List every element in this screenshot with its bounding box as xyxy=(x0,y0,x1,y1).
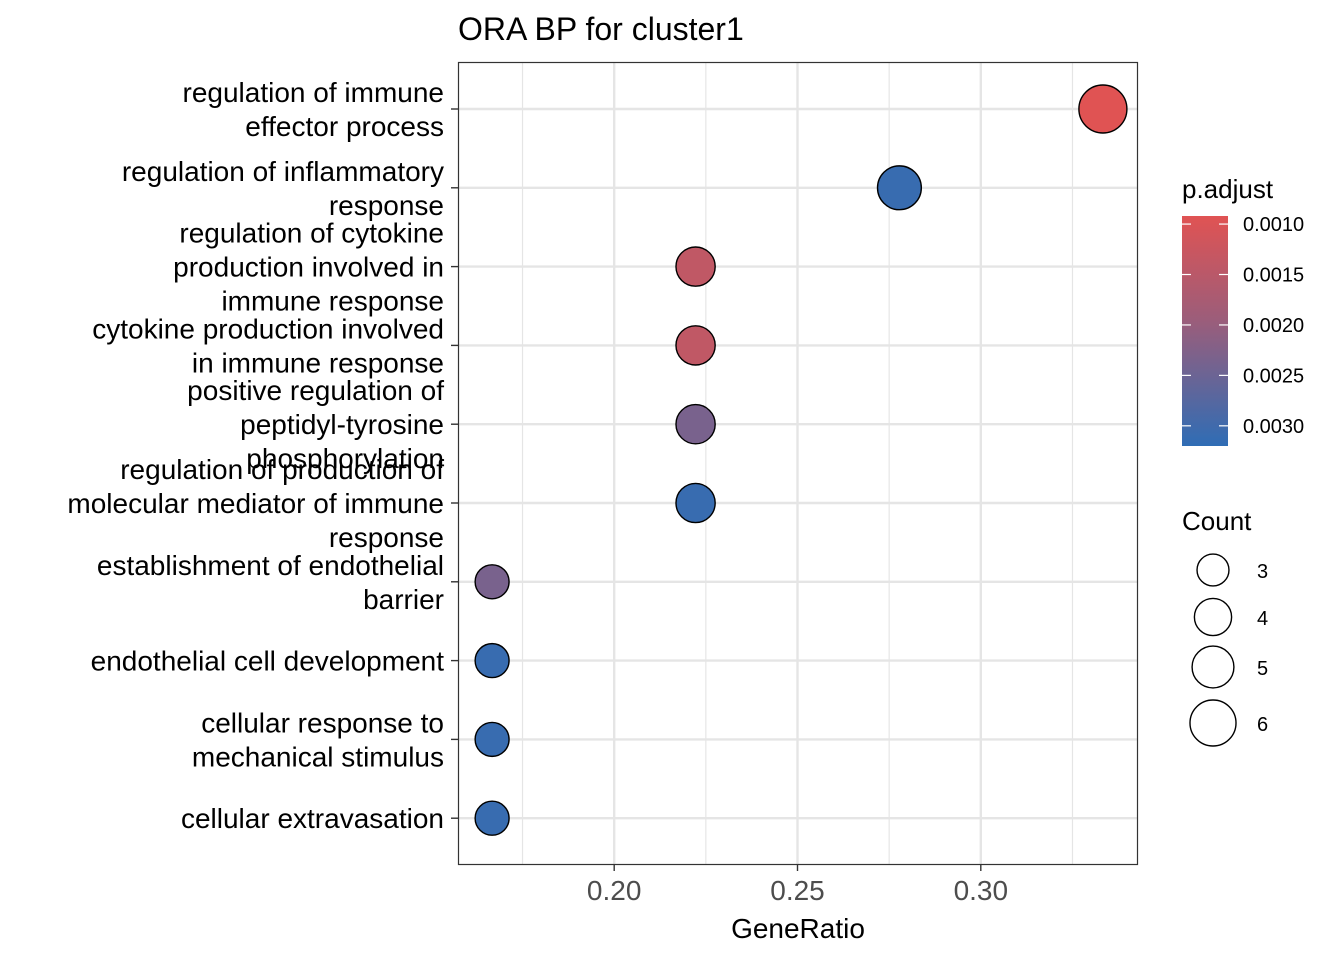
p-adjust-colorbar xyxy=(1182,216,1228,446)
y-tick-label: endothelial cell development xyxy=(91,646,445,677)
y-tick-label: establishment of endothelial barrier xyxy=(97,550,444,615)
count-legend-circle xyxy=(1196,553,1230,587)
count-legend-label: 3 xyxy=(1257,561,1268,583)
y-axis: regulation of immune effector process regu… xyxy=(67,77,458,834)
data-point xyxy=(474,800,510,836)
plot-panel-border xyxy=(457,61,1139,866)
count-legend-circle xyxy=(1193,597,1233,637)
data-point xyxy=(876,165,923,211)
chart-title: ORA BP for cluster1 xyxy=(458,11,744,47)
y-tick-label: regulation of cytokine production involve… xyxy=(173,218,444,317)
data-point xyxy=(1078,84,1128,134)
count-legend-circle xyxy=(1191,645,1235,689)
x-tick-label: 0.20 xyxy=(587,875,642,906)
data-point xyxy=(474,721,510,758)
p-adjust-colorbar-ticks: 0.0010 0.0015 0.0020 0.0025 0.0030 xyxy=(1182,214,1304,438)
count-legend-label: 4 xyxy=(1257,608,1268,630)
x-axis-label: GeneRatio xyxy=(731,913,865,944)
colorbar-tick-label: 0.0010 xyxy=(1243,214,1304,236)
x-tick-label: 0.25 xyxy=(770,875,825,906)
y-tick-label: positive regulation of peptidyl-tyrosine p… xyxy=(187,375,444,474)
y-tick-label: regulation of inflammatory response xyxy=(122,156,444,221)
data-point xyxy=(675,482,716,524)
data-point xyxy=(474,642,510,679)
colorbar-tick-label: 0.0025 xyxy=(1243,365,1304,387)
colorbar-tick-label: 0.0015 xyxy=(1243,265,1304,287)
count-legend: Count 3 4 5 6 xyxy=(1182,506,1268,747)
count-legend-title: Count xyxy=(1182,506,1252,536)
count-legend-items: 3 4 5 6 xyxy=(1189,553,1268,747)
data-point xyxy=(675,246,716,287)
y-tick-label: regulation of immune effector process xyxy=(183,77,444,142)
colorbar-tick-label: 0.0030 xyxy=(1243,416,1304,438)
y-tick-label: cellular response to mechanical stimulus xyxy=(192,707,444,772)
y-tick-label: cellular extravasation xyxy=(181,803,444,834)
colorbar-tick-label: 0.0020 xyxy=(1243,315,1304,337)
x-axis: 0.20 0.25 0.30 xyxy=(587,864,1008,906)
y-tick-label: cytokine production involved in immune re… xyxy=(92,313,444,378)
count-legend-label: 5 xyxy=(1257,658,1268,680)
data-point xyxy=(474,564,510,600)
grid-lines xyxy=(458,62,1137,864)
count-legend-circle xyxy=(1189,699,1237,747)
p-adjust-legend-title: p.adjust xyxy=(1182,174,1274,204)
data-points xyxy=(474,84,1128,836)
x-tick-label: 0.30 xyxy=(954,875,1009,906)
data-point xyxy=(675,403,716,445)
p-adjust-legend: p.adjust 0.0010 0.0015 0.0020 0.0025 0.0030 xyxy=(1182,174,1304,446)
data-point xyxy=(675,325,716,366)
y-tick-label: regulation of production of molecular med… xyxy=(67,454,444,553)
count-legend-label: 6 xyxy=(1257,714,1268,736)
